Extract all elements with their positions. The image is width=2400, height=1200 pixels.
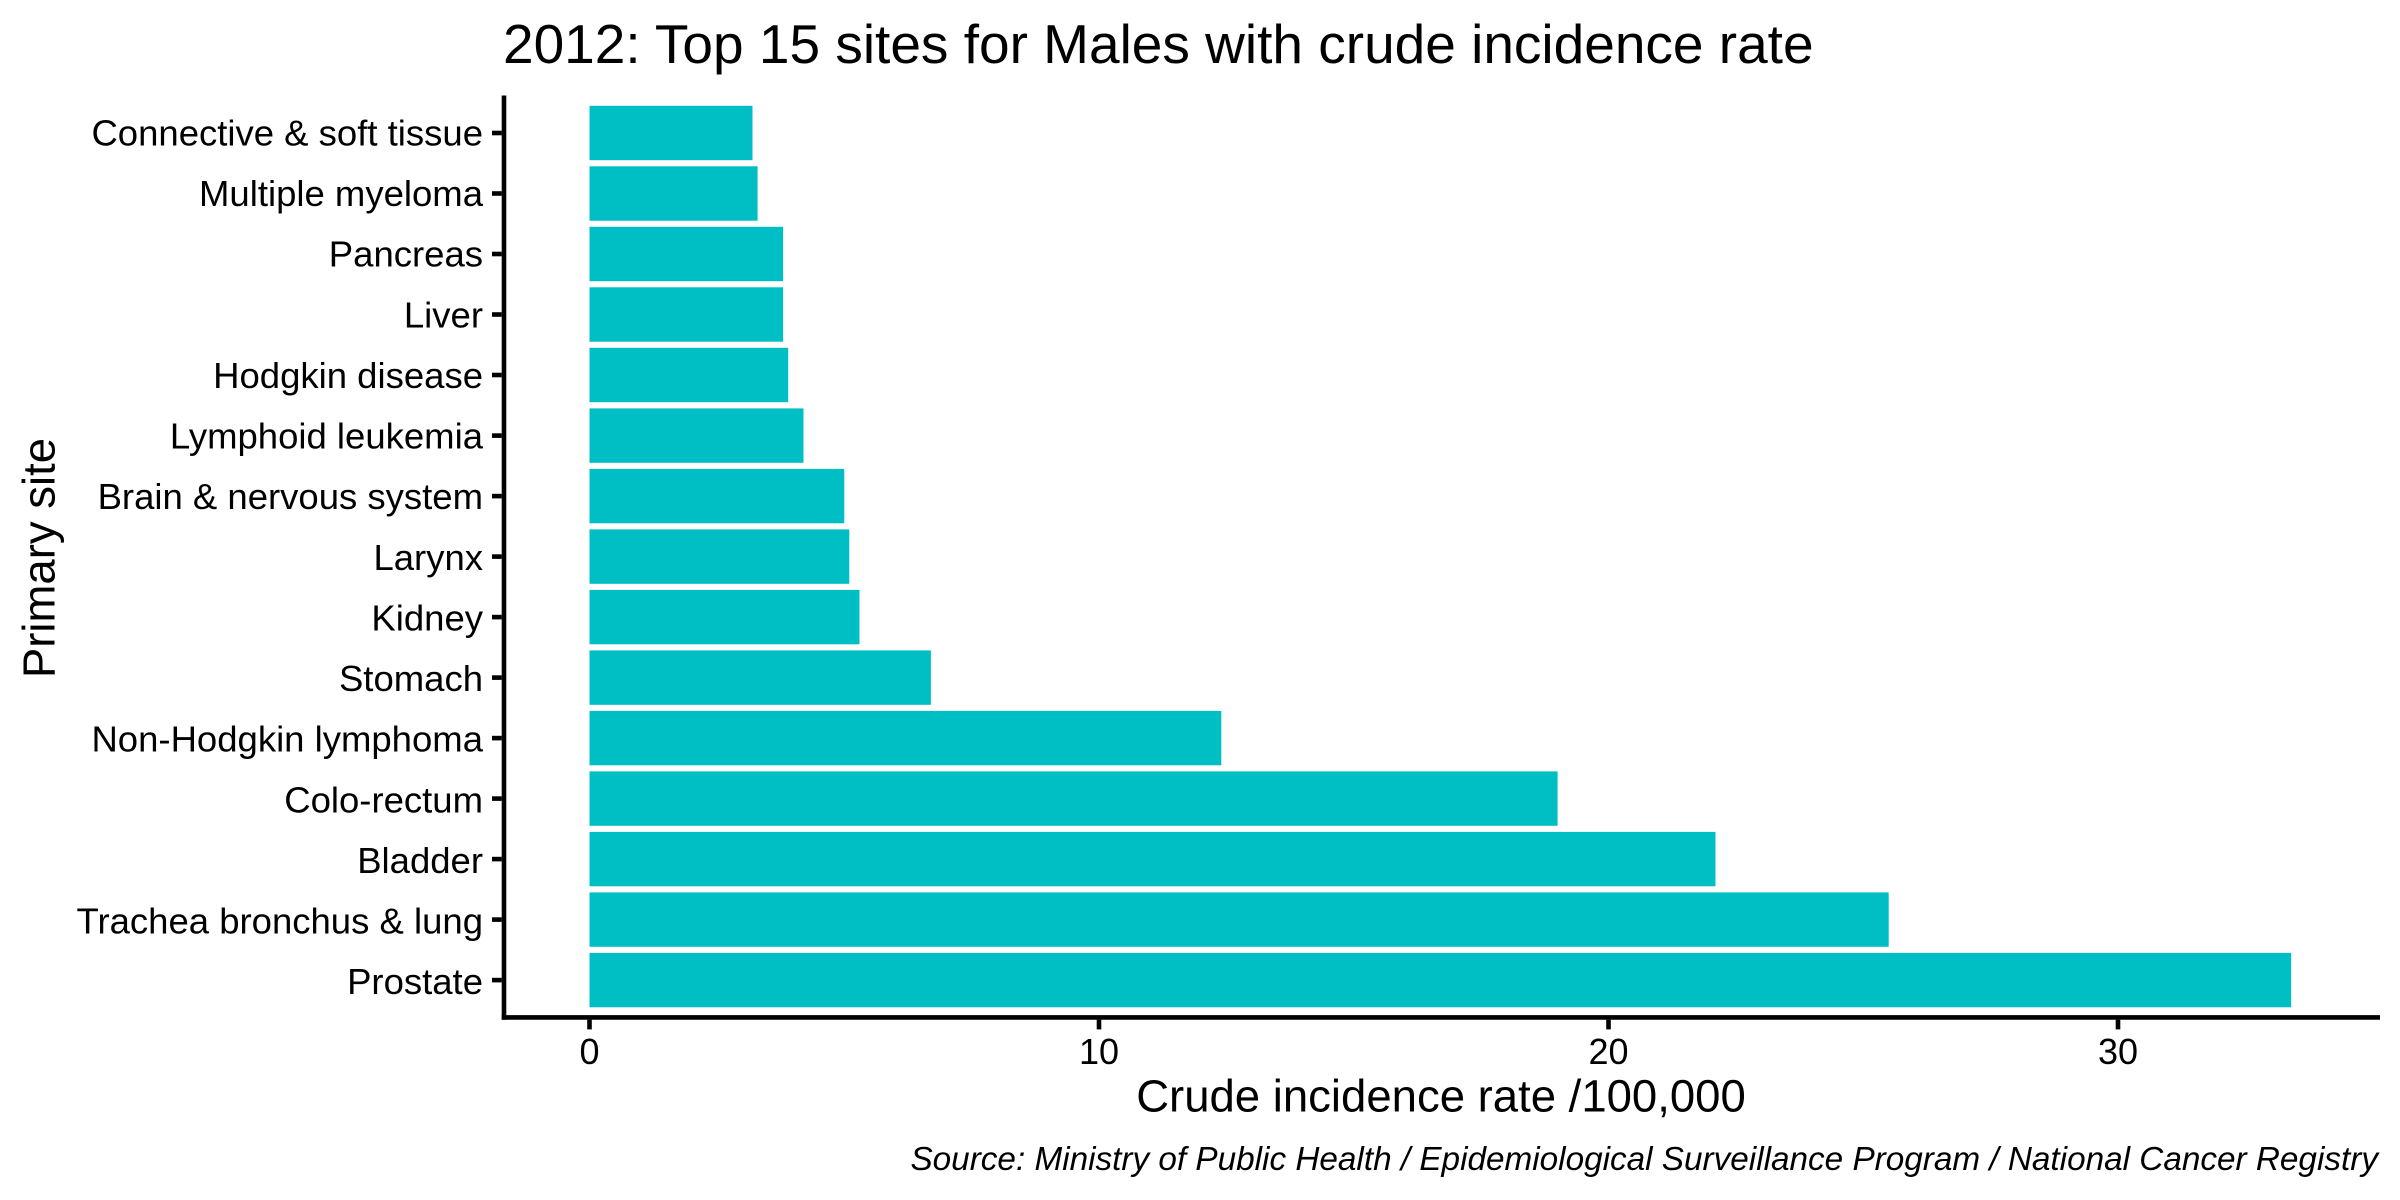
svg-text:Source: Ministry of Public Hea: Source: Ministry of Public Health / Epid… xyxy=(910,1141,2380,1178)
svg-text:Colo-rectum: Colo-rectum xyxy=(284,779,483,820)
svg-text:Non-Hodgkin lymphoma: Non-Hodgkin lymphoma xyxy=(91,719,483,760)
svg-text:Brain & nervous system: Brain & nervous system xyxy=(98,476,483,517)
svg-text:Connective & soft tissue: Connective & soft tissue xyxy=(91,113,483,154)
svg-text:Trachea bronchus & lung: Trachea bronchus & lung xyxy=(77,901,483,942)
svg-text:Stomach: Stomach xyxy=(339,658,483,699)
svg-text:Liver: Liver xyxy=(404,294,483,335)
svg-text:30: 30 xyxy=(2098,1031,2138,1072)
svg-text:20: 20 xyxy=(1588,1031,1628,1072)
svg-text:Bladder: Bladder xyxy=(357,840,483,881)
svg-text:Prostate: Prostate xyxy=(347,961,483,1002)
svg-text:Larynx: Larynx xyxy=(373,537,483,578)
svg-text:Hodgkin disease: Hodgkin disease xyxy=(213,355,483,396)
svg-text:Lymphoid leukemia: Lymphoid leukemia xyxy=(170,416,484,457)
svg-text:Multiple myeloma: Multiple myeloma xyxy=(199,173,484,214)
svg-text:0: 0 xyxy=(579,1031,599,1072)
svg-text:Pancreas: Pancreas xyxy=(329,234,483,275)
svg-text:2012: Top 15 sites for Males w: 2012: Top 15 sites for Males with crude … xyxy=(503,13,1814,75)
svg-text:Primary site: Primary site xyxy=(13,438,64,678)
svg-text:Kidney: Kidney xyxy=(371,598,483,639)
svg-text:Crude incidence rate /100,000: Crude incidence rate /100,000 xyxy=(1136,1071,1746,1122)
svg-text:10: 10 xyxy=(1079,1031,1119,1072)
